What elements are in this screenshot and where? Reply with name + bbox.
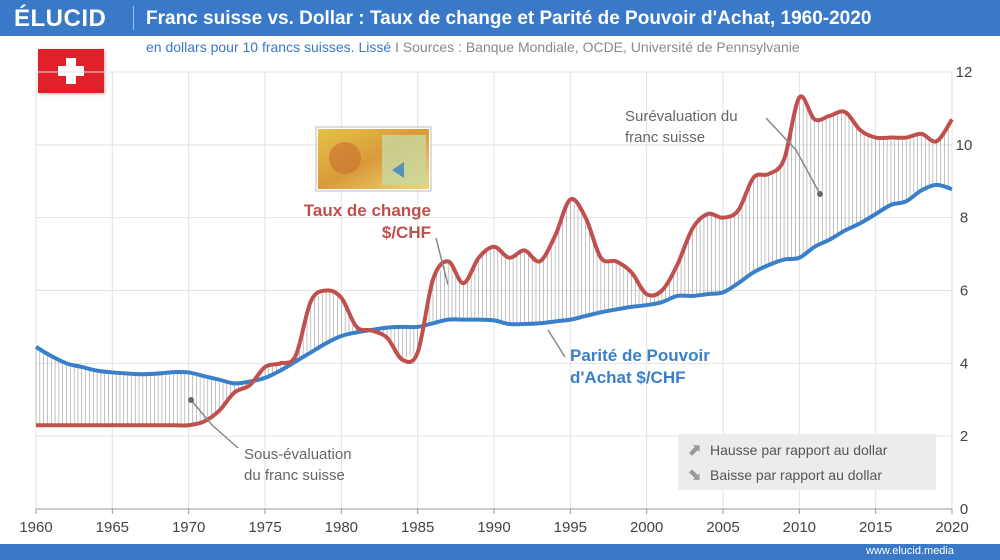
- chart-subtitle: en dollars pour 10 francs suisses. Lissé…: [146, 39, 800, 55]
- legend-item-down: ⬊ Baisse par rapport au dollar: [688, 465, 882, 485]
- legend: ⬈ Hausse par rapport au dollar ⬊ Baisse pa…: [678, 434, 936, 490]
- x-tick-label: 1970: [172, 519, 205, 536]
- x-tick-label: 1990: [477, 519, 510, 536]
- footer-url: www.elucid.media: [865, 545, 954, 557]
- y-tick-label: 10: [956, 137, 973, 154]
- x-tick-label: 1965: [96, 519, 129, 536]
- y-tick-label: 0: [960, 501, 968, 518]
- overvaluation-label-1: Surévaluation du: [625, 108, 738, 125]
- overvaluation-label-2: franc suisse: [625, 129, 705, 146]
- header-bar: ÉLUCID Franc suisse vs. Dollar : Taux de…: [0, 0, 1000, 36]
- y-tick-label: 6: [960, 283, 968, 300]
- undervaluation-label-1: Sous-évaluation: [244, 446, 352, 463]
- y-tick-label: 2: [960, 428, 968, 445]
- y-tick-label: 4: [960, 355, 968, 372]
- banknote-image: [315, 126, 432, 192]
- x-axis: 1960 1965 1970 1975 1980 1985 1990 1995 2000 2005…: [19, 508, 969, 536]
- footer-bar: www.elucid.media: [0, 544, 1000, 560]
- arrow-up-icon: ⬈: [688, 442, 702, 459]
- x-tick-label: 2000: [630, 519, 663, 536]
- arrow-down-icon: ⬊: [688, 467, 702, 484]
- x-tick-label: 1980: [325, 519, 358, 536]
- series-line-ppp: [34, 182, 953, 386]
- annotations: [188, 117, 823, 449]
- chart-title: Franc suisse vs. Dollar : Taux de change…: [146, 8, 872, 29]
- chart-area: 1960 1965 1970 1975 1980 1985 1990 1995 2000 2005…: [19, 64, 973, 536]
- x-tick-label: 1960: [19, 519, 52, 536]
- subtitle-separator: I: [395, 39, 399, 55]
- y-tick-label: 8: [960, 210, 968, 227]
- series-lines: [34, 94, 954, 428]
- series-line-exchange: [36, 94, 954, 428]
- x-tick-label: 2010: [783, 519, 816, 536]
- legend-down-label: Baisse par rapport au dollar: [710, 467, 882, 483]
- x-tick-label: 2020: [935, 519, 968, 536]
- ppp-label-2: d'Achat $/CHF: [570, 368, 686, 387]
- legend-item-up: ⬈ Hausse par rapport au dollar: [688, 440, 887, 460]
- x-tick-label: 2015: [859, 519, 892, 536]
- legend-up-label: Hausse par rapport au dollar: [710, 442, 888, 458]
- y-axis: 0 2 4 6 8 10 12: [956, 64, 973, 518]
- x-tick-label: 2005: [706, 519, 739, 536]
- gap-hatching: [35, 97, 949, 426]
- y-tick-label: 12: [956, 64, 973, 81]
- subtitle-main: en dollars pour 10 francs suisses. Lissé: [146, 39, 392, 55]
- swiss-flag-icon: [38, 49, 104, 93]
- header-divider: [133, 6, 134, 30]
- x-tick-label: 1995: [554, 519, 587, 536]
- x-tick-label: 1975: [248, 519, 281, 536]
- exchange-label-2: $/CHF: [382, 223, 431, 242]
- ppp-label-1: Parité de Pouvoir: [570, 346, 710, 365]
- exchange-label-1: Taux de change: [304, 201, 431, 220]
- subtitle-sources: Sources : Banque Mondiale, OCDE, Univers…: [402, 39, 800, 55]
- brand-logo: ÉLUCID: [14, 5, 107, 32]
- undervaluation-label-2: du franc suisse: [244, 467, 345, 484]
- x-tick-label: 1985: [401, 519, 434, 536]
